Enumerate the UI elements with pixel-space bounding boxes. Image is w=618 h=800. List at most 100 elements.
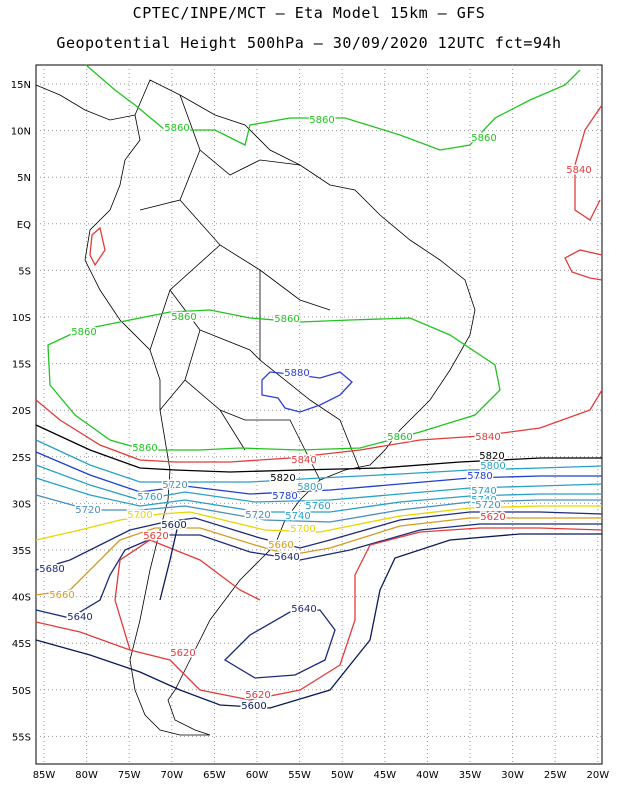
map-frame <box>35 64 603 765</box>
contour-label-5720: 5720 <box>475 500 500 511</box>
contour-label-5800: 5800 <box>480 461 505 472</box>
contour-5780 <box>35 451 602 495</box>
lat-tick-label: EQ <box>17 220 31 231</box>
contour-5820 <box>35 424 602 473</box>
lon-tick-label: 20W <box>586 770 609 781</box>
central-america-coast <box>35 84 136 121</box>
contour-label-5660: 5660 <box>49 590 74 601</box>
lon-tick-label: 70W <box>160 770 183 781</box>
contour-5880 <box>261 371 353 413</box>
contour-label-5620: 5620 <box>170 648 195 659</box>
grid-lines <box>36 65 602 764</box>
lat-tick-label: 45S <box>12 639 31 650</box>
contour-5720 <box>35 494 602 523</box>
contour-label-5700: 5700 <box>127 510 152 521</box>
lon-tick-label: 65W <box>203 770 226 781</box>
lat-tick-label: 35S <box>12 546 31 557</box>
contour-label-5740: 5740 <box>471 486 496 497</box>
lat-tick-label: 50S <box>12 686 31 697</box>
contour-label-5600: 5600 <box>241 701 266 712</box>
contour-5840-east <box>574 104 603 221</box>
contour-5840-east-loop <box>564 249 603 281</box>
lon-tick-label: 80W <box>75 770 98 781</box>
contour-5660 <box>35 517 602 596</box>
contour-label-5820: 5820 <box>479 451 504 462</box>
contour-label-5860: 5860 <box>274 314 299 325</box>
contour-label-5880: 5880 <box>284 368 309 379</box>
contour-label-5600: 5600 <box>161 520 186 531</box>
contour-label-5620: 5620 <box>143 531 168 542</box>
lat-tick-label: 10S <box>12 313 31 324</box>
contour-5680 <box>35 511 603 571</box>
lon-tick-label: 75W <box>118 770 141 781</box>
contour-label-5860: 5860 <box>387 432 412 443</box>
lon-tick-label: 35W <box>459 770 482 781</box>
contour-label-5640: 5640 <box>274 552 299 563</box>
chart-subtitle: Geopotential Height 500hPa – 30/09/2020 … <box>56 34 562 52</box>
coastlines <box>35 79 476 736</box>
lat-tick-label: 15N <box>11 80 31 91</box>
contour-label-5740: 5740 <box>471 495 496 506</box>
contour-label-5860: 5860 <box>71 327 96 338</box>
contour-labels: 5880 5860 5860 5860 5860 5860 5860 5860 5860 5840… <box>38 114 593 714</box>
contour-label-5700: 5700 <box>290 524 315 535</box>
south-america-coast <box>84 79 476 736</box>
contour-label-5660: 5660 <box>268 540 293 551</box>
contour-label-5720: 5720 <box>245 510 270 521</box>
lat-tick-label: 5N <box>17 173 31 184</box>
lon-tick-label: 50W <box>331 770 354 781</box>
lon-tick-label: 40W <box>416 770 439 781</box>
lon-tick-label: 55W <box>288 770 311 781</box>
lon-tick-label: 45W <box>373 770 396 781</box>
contour-label-5840: 5840 <box>566 165 591 176</box>
contour-label-5820: 5820 <box>270 473 295 484</box>
contour-label-5640: 5640 <box>291 604 316 615</box>
lat-tick-label: 30S <box>12 499 31 510</box>
lat-tick-label: 40S <box>12 593 31 604</box>
lat-tick-label: 5S <box>18 266 31 277</box>
contour-5700 <box>35 505 602 541</box>
contour-label-5800: 5800 <box>297 482 322 493</box>
lat-tick-label: 25S <box>12 453 31 464</box>
contour-5860-south <box>47 309 501 451</box>
contour-5640 <box>35 523 602 619</box>
contour-5800 <box>35 439 603 483</box>
contour-5620 <box>35 527 603 701</box>
axis-ticks: 15N 10N 5N EQ 5S 10S 15S 20S 25S 30S 35S 40S 45S 50S 5… <box>11 80 609 781</box>
lat-tick-label: 10N <box>11 127 31 138</box>
contour-label-5860: 5860 <box>171 312 196 323</box>
contour-label-5720: 5720 <box>75 505 100 516</box>
contour-5600 <box>35 524 602 709</box>
contour-label-5840: 5840 <box>475 432 500 443</box>
lat-tick-label: 55S <box>12 732 31 743</box>
contour-label-5740: 5740 <box>285 511 310 522</box>
contour-label-5780: 5780 <box>467 471 492 482</box>
contour-label-5780: 5780 <box>272 491 297 502</box>
chart-title: CPTEC/INPE/MCT – Eta Model 15km – GFS <box>132 4 486 22</box>
contour-label-5720: 5720 <box>162 480 187 491</box>
contour-label-5840: 5840 <box>291 455 316 466</box>
contour-label-5860: 5860 <box>132 443 157 454</box>
contour-label-5620: 5620 <box>245 690 270 701</box>
contour-label-5760: 5760 <box>305 501 330 512</box>
contour-label-5860: 5860 <box>309 115 334 126</box>
lat-tick-label: 20S <box>12 406 31 417</box>
lon-tick-label: 60W <box>246 770 269 781</box>
contour-5640-low <box>223 609 336 679</box>
contour-5760 <box>35 464 603 503</box>
contour-5740 <box>35 477 602 513</box>
contour-label-5680: 5680 <box>39 564 64 575</box>
contour-5860-north <box>85 64 581 151</box>
lon-tick-label: 85W <box>33 770 56 781</box>
contour-5840 <box>35 389 603 463</box>
contour-label-5640: 5640 <box>67 612 92 623</box>
contour-label-5860: 5860 <box>164 123 189 134</box>
lon-tick-label: 25W <box>544 770 567 781</box>
contour-label-5860: 5860 <box>471 133 496 144</box>
contour-5840-small <box>89 226 106 267</box>
contour-label-5760: 5760 <box>137 492 162 503</box>
contour-lines <box>35 64 603 709</box>
country-borders <box>139 94 361 481</box>
lon-tick-label: 30W <box>501 770 524 781</box>
